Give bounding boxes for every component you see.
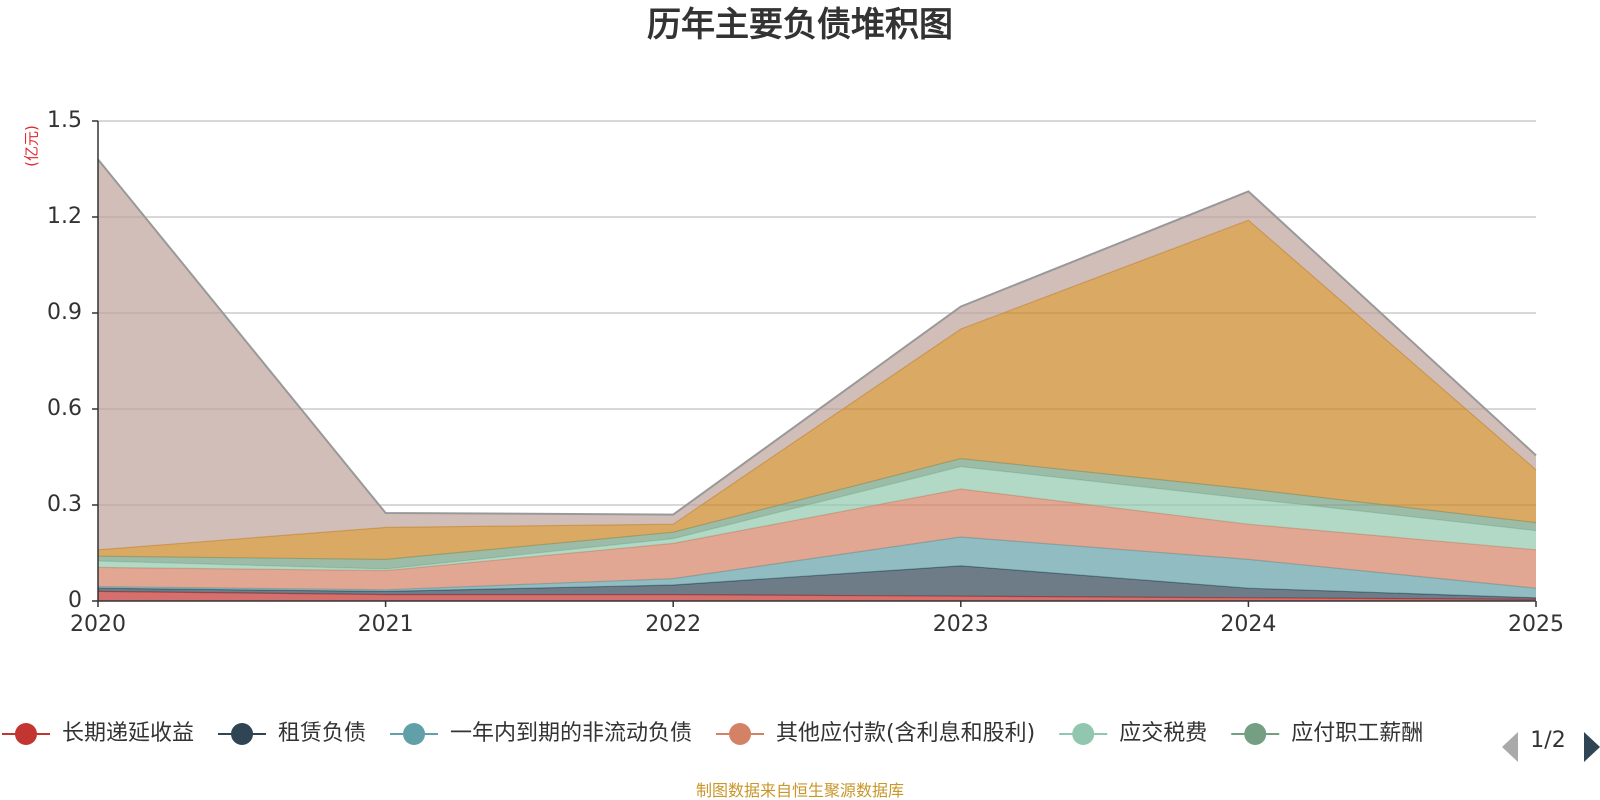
area-series: [98, 565, 1536, 600]
legend: 长期递延收益 租赁负债 一年内到期的非流动负债 其他应付款(含利息和股利) 应交税费 应付…: [2, 721, 1423, 746]
y-tick-label: 1.2: [47, 204, 82, 229]
legend-label: 租赁负债: [278, 721, 366, 746]
data-source-note: 制图数据来自恒生聚源数据库: [696, 781, 904, 800]
area-series: [98, 458, 1536, 569]
y-axis-tick-labels: 0 0.3 0.6 0.9 1.2 1.5: [47, 108, 98, 613]
area-series: [98, 159, 1536, 550]
legend-item[interactable]: 应付职工薪酬: [1231, 721, 1423, 746]
y-tick-label: 0.3: [47, 492, 82, 517]
x-tick-label: 2021: [358, 612, 414, 637]
x-tick-label: 2023: [933, 612, 989, 637]
area-series: [98, 489, 1536, 590]
legend-item[interactable]: 租赁负债: [218, 721, 366, 746]
x-axis-tick-labels: 2020 2021 2022 2023 2024 2025: [70, 601, 1564, 637]
y-tick-label: 0.6: [47, 396, 82, 421]
legend-pager: 1/2: [1502, 728, 1600, 762]
legend-dot-icon: [403, 723, 426, 745]
legend-dot-icon: [231, 723, 254, 745]
y-axis-unit-label: (亿元): [23, 125, 41, 167]
y-tick-label: 0: [68, 588, 82, 613]
legend-label: 应交税费: [1119, 721, 1207, 746]
legend-dot-icon: [1072, 723, 1095, 745]
legend-item[interactable]: 长期递延收益: [2, 721, 194, 746]
chart-title: 历年主要负债堆积图: [647, 5, 953, 45]
area-series-group: [97, 158, 1537, 601]
stack-top-outline: [97, 158, 1537, 516]
legend-next-page-icon[interactable]: [1584, 732, 1600, 762]
x-tick-label: 2022: [645, 612, 701, 637]
y-tick-label: 1.5: [47, 108, 82, 133]
area-series: [98, 591, 1536, 601]
legend-label: 一年内到期的非流动负债: [450, 721, 692, 746]
legend-page-indicator: 1/2: [1530, 728, 1565, 753]
x-tick-label: 2024: [1220, 612, 1276, 637]
legend-label: 应付职工薪酬: [1291, 721, 1423, 746]
y-tick-label: 0.9: [47, 300, 82, 325]
legend-label: 长期递延收益: [62, 721, 194, 746]
area-series: [98, 466, 1536, 571]
legend-label: 其他应付款(含利息和股利): [776, 721, 1035, 746]
legend-dot-icon: [1244, 723, 1267, 745]
legend-dot-icon: [15, 723, 37, 745]
area-series: [98, 537, 1536, 598]
area-series: [98, 220, 1536, 560]
legend-prev-page-icon[interactable]: [1502, 732, 1518, 762]
legend-item[interactable]: 一年内到期的非流动负债: [390, 721, 692, 746]
x-tick-label: 2025: [1508, 612, 1564, 637]
legend-dot-icon: [729, 723, 752, 745]
x-tick-label: 2020: [70, 612, 126, 637]
legend-item[interactable]: 其他应付款(含利息和股利): [716, 721, 1035, 746]
axes: [97, 121, 1536, 602]
legend-item[interactable]: 应交税费: [1059, 721, 1207, 746]
